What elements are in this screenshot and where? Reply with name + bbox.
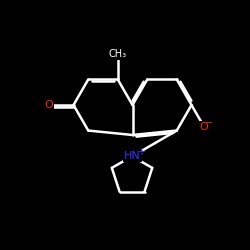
Text: HN: HN: [124, 151, 140, 161]
Text: O: O: [44, 100, 53, 110]
Text: CH₃: CH₃: [109, 50, 127, 59]
Text: −: −: [206, 118, 214, 128]
Text: +: +: [137, 147, 145, 157]
Text: O: O: [200, 122, 208, 132]
